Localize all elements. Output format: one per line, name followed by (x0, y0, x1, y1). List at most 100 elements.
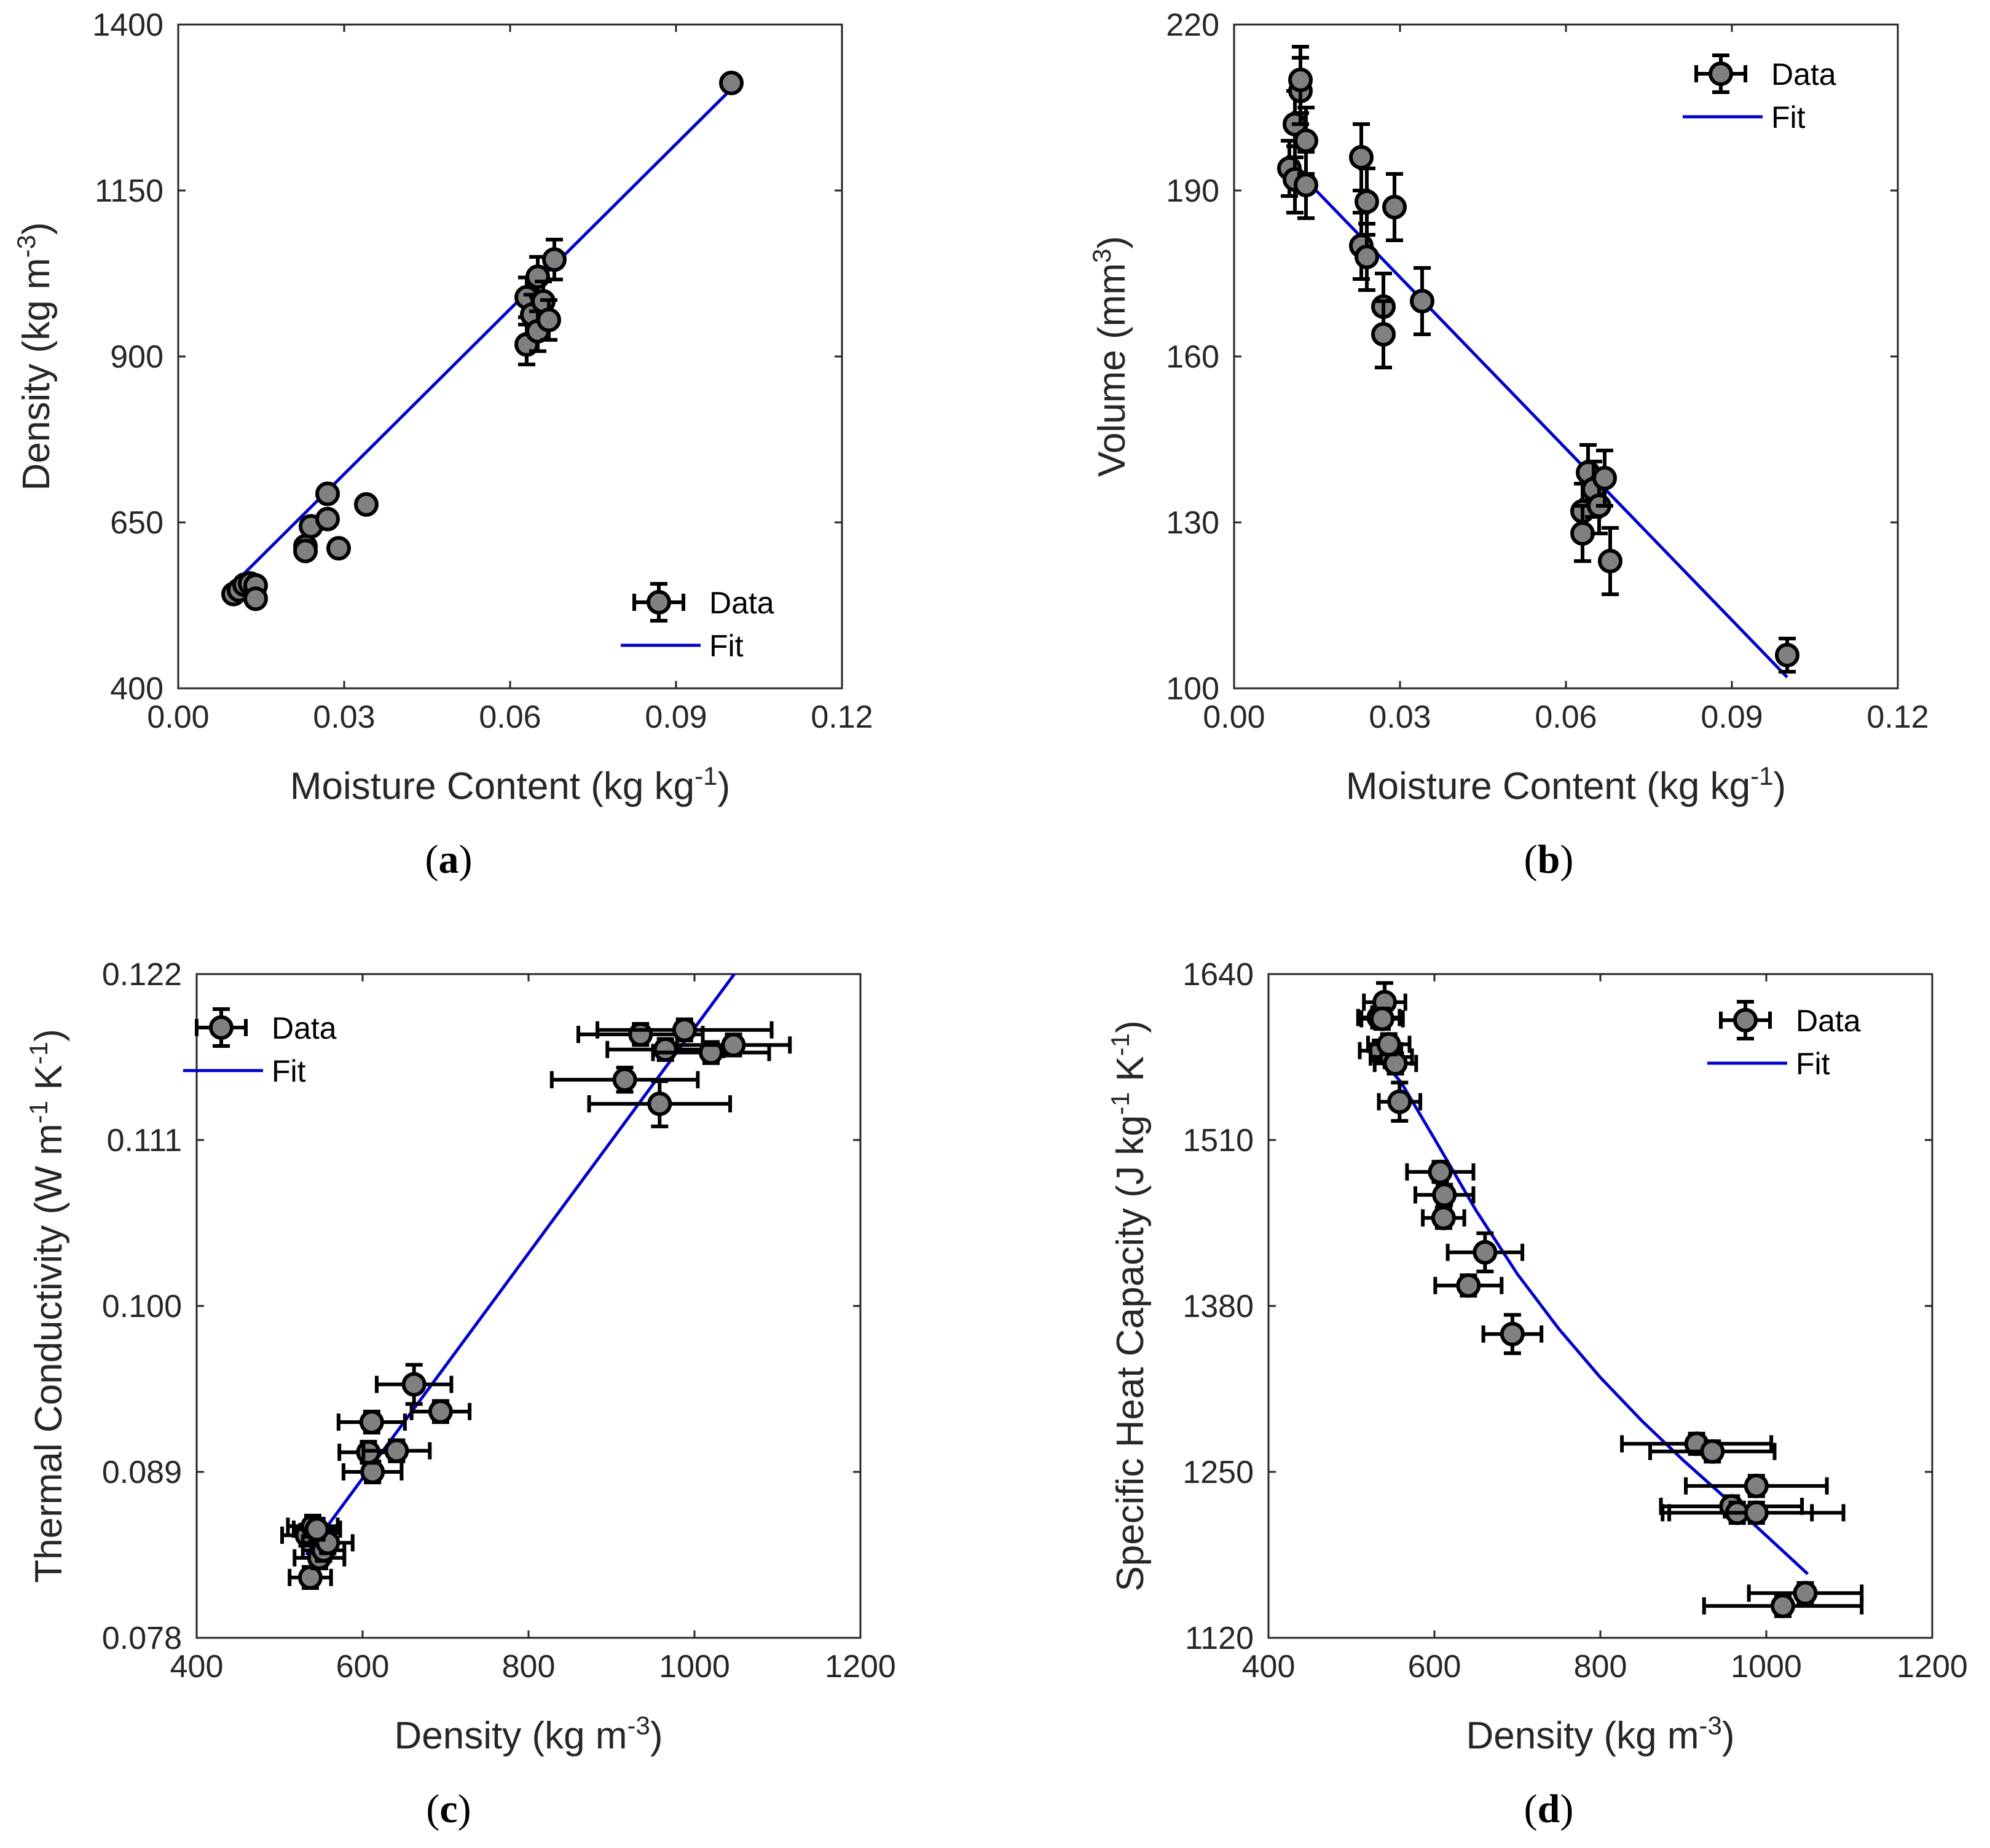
data-point (1702, 1594, 1864, 1619)
y-tick-label: 0.111 (107, 1123, 182, 1158)
x-tick-label: 600 (336, 1649, 390, 1685)
data-point (1775, 637, 1799, 674)
data-marker (1744, 1473, 1769, 1498)
y-tick-label: 900 (110, 339, 163, 375)
y-tick-label: 0.100 (102, 1289, 182, 1324)
data-point (1410, 266, 1434, 336)
legend-label-fit: Fit (1771, 100, 1806, 135)
data-marker (1500, 1321, 1525, 1347)
x-tick-label: 0.12 (1866, 699, 1929, 735)
data-marker (1775, 643, 1799, 667)
data-marker (719, 71, 744, 96)
data-point (354, 492, 379, 517)
y-tick-label: 0.122 (102, 957, 182, 993)
data-marker (537, 307, 561, 332)
data-marker (1432, 1182, 1457, 1208)
data-point (596, 1017, 774, 1042)
y-tick-label: 1400 (92, 7, 163, 43)
data-point (1421, 1205, 1466, 1230)
data-marker (1456, 1273, 1481, 1298)
x-tick-label: 1200 (1897, 1649, 1968, 1685)
legend-marker (1709, 61, 1733, 86)
data-marker (721, 1032, 746, 1058)
data-point (341, 1459, 404, 1485)
y-tick-label: 400 (110, 671, 163, 707)
data-point (542, 237, 567, 281)
data-marker (1369, 1006, 1394, 1031)
data-point (1288, 45, 1313, 115)
data-point (315, 481, 340, 506)
x-axis-label: Density (kg m-3) (1466, 1711, 1735, 1758)
data-point (291, 1517, 342, 1542)
data-point (336, 1409, 407, 1435)
data-marker (354, 492, 379, 517)
data-point (1294, 150, 1318, 220)
legend-marker (1733, 1008, 1758, 1032)
data-marker (428, 1399, 453, 1424)
data-point (1667, 1500, 1846, 1525)
x-tick-label: 0.12 (811, 699, 873, 735)
legend: Data Fit (1707, 1000, 1861, 1081)
data-marker (612, 1067, 637, 1092)
x-tick-label: 0.00 (1203, 699, 1265, 735)
data-point (1377, 1080, 1423, 1123)
data-marker (1431, 1205, 1456, 1230)
panel-label: (a) (425, 837, 473, 882)
legend-label-data: Data (709, 586, 774, 620)
data-point (1355, 222, 1379, 292)
data-marker (1288, 68, 1313, 92)
data-point (1366, 1032, 1412, 1057)
y-tick-label: 190 (1166, 173, 1219, 209)
y-tick-label: 0.078 (102, 1621, 182, 1656)
x-tick-label: 1000 (659, 1649, 730, 1685)
data-marker (628, 1022, 653, 1047)
y-axis-label: Specific Heat Capacity (J kg-1 K-1) (1106, 1020, 1152, 1591)
x-tick-label: 0.06 (479, 699, 541, 735)
data-point (1684, 1473, 1829, 1498)
x-axis-label: Density (kg m-3) (395, 1711, 663, 1758)
data-point (1648, 1439, 1777, 1464)
data-marker (1376, 1032, 1401, 1057)
x-tick-label: 0.00 (147, 699, 209, 735)
x-tick-label: 400 (1242, 1649, 1296, 1685)
data-marker (1294, 173, 1318, 197)
data-point (409, 1399, 472, 1424)
data-marker (1349, 145, 1374, 170)
chart-panel-b: 0.00 0.03 0.06 0.09 0.12 100 130 160 190 220 Moist… (1087, 7, 1929, 882)
data-point (1481, 1313, 1544, 1355)
data-point (1433, 1273, 1504, 1298)
x-tick-label: 0.09 (1701, 699, 1763, 735)
y-tick-label: 1150 (95, 173, 163, 209)
data-marker (1592, 466, 1617, 490)
legend-label-data: Data (1771, 57, 1836, 92)
data-marker (243, 586, 268, 611)
data-marker (384, 1438, 409, 1463)
x-tick-label: 0.09 (645, 699, 707, 735)
y-axis-label: Thermal Conductivity (W m-1 K-1) (24, 1029, 71, 1583)
y-tick-label: 0.089 (102, 1455, 182, 1490)
data-marker (326, 536, 351, 561)
legend-label-fit: Fit (1796, 1047, 1830, 1081)
legend: Data Fit (1683, 53, 1836, 135)
data-marker (1473, 1240, 1498, 1265)
data-point (1445, 1231, 1525, 1273)
data-marker (1700, 1439, 1725, 1464)
data-point (1405, 1159, 1476, 1184)
x-tick-label: 1000 (1731, 1649, 1802, 1685)
legend: Data Fit (621, 582, 774, 663)
data-point (1570, 504, 1595, 563)
data-point (374, 1362, 454, 1406)
x-tick-label: 600 (1408, 1649, 1461, 1685)
y-tick-label: 1120 (1185, 1621, 1254, 1656)
data-point (1371, 299, 1396, 369)
data-point (1382, 172, 1407, 242)
panel-label: (c) (426, 1787, 471, 1831)
data-marker (1410, 289, 1434, 313)
y-tick-label: 1250 (1182, 1455, 1254, 1490)
y-tick-label: 1380 (1182, 1289, 1254, 1324)
x-axis-label: Moisture Content (kg kg-1) (1346, 761, 1786, 808)
data-marker (1598, 549, 1622, 573)
data-point (587, 1079, 733, 1128)
data-marker (699, 1040, 723, 1065)
data-point (549, 1066, 700, 1094)
